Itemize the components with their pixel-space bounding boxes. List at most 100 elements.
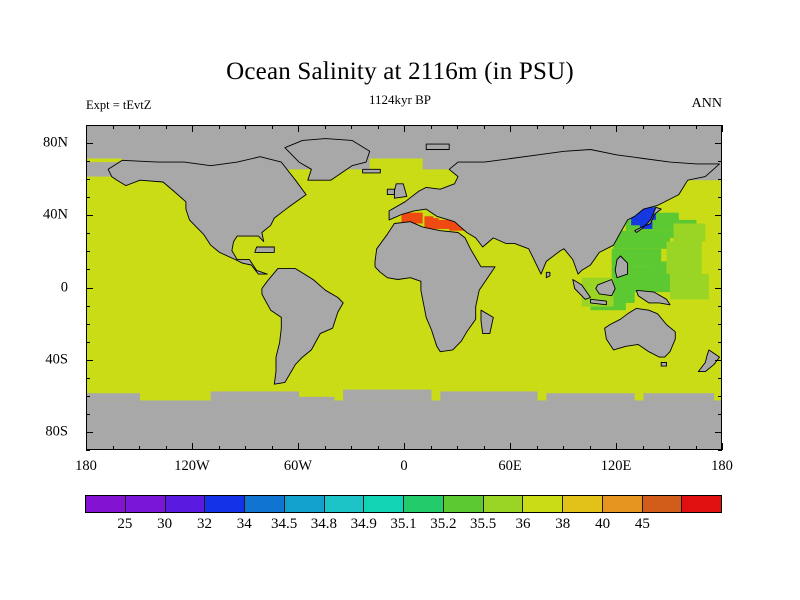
colorbar-tick-label: 35.2 (430, 516, 457, 532)
axis-tick (589, 446, 591, 450)
colorbar-tick-label: 38 (555, 516, 571, 532)
axis-tick (718, 413, 722, 415)
axis-tick (718, 251, 722, 253)
colorbar-segment (563, 496, 603, 512)
colorbar-tick-label: 36 (515, 516, 531, 532)
axis-tick (351, 125, 352, 129)
axis-tick (86, 413, 90, 415)
salinity-cell (670, 274, 709, 300)
axis-tick (271, 125, 273, 129)
salinity-cell (87, 400, 721, 449)
axis-tick (536, 446, 538, 450)
salinity-cell (343, 389, 432, 401)
axis-tick (715, 287, 722, 289)
landmass (374, 221, 496, 353)
colorbar-tick-label: 34.9 (350, 516, 377, 532)
colorbar-tick-label: 25 (117, 516, 133, 532)
axis-tick (86, 431, 93, 433)
x-axis-tick-label: 180 (75, 458, 97, 474)
axis-tick (510, 125, 511, 132)
axis-tick (245, 125, 246, 129)
axis-tick (218, 446, 220, 450)
salinity-cell (673, 223, 706, 242)
axis-tick (430, 446, 432, 450)
axis-tick (86, 197, 90, 199)
axis-tick (483, 446, 485, 450)
axis-tick (324, 125, 326, 129)
axis-tick (112, 446, 114, 450)
salinity-cell (643, 393, 715, 401)
axis-tick (718, 450, 722, 451)
axis-tick (86, 125, 87, 132)
colorbar-segment (443, 496, 484, 512)
axis-tick (718, 395, 722, 397)
axis-tick (695, 446, 697, 450)
colorbar-segment (404, 496, 444, 512)
salinity-field (87, 126, 721, 449)
axis-tick (718, 125, 722, 126)
axis-tick (718, 269, 722, 271)
axis-tick (642, 446, 644, 450)
landmass (386, 188, 395, 196)
axis-tick (563, 125, 564, 129)
colorbar-tick-label: 34.5 (270, 516, 298, 532)
colorbar-segment (642, 496, 683, 512)
page-title: Ocean Salinity at 2116m (in PSU) (226, 58, 574, 85)
salinity-cell (87, 393, 140, 401)
axis-tick (457, 446, 458, 450)
colorbar-segment (602, 496, 643, 512)
axis-tick (695, 125, 697, 129)
x-axis-tick-label: 120E (600, 458, 632, 474)
axis-tick (139, 125, 140, 129)
axis-tick (616, 125, 617, 132)
landmass (261, 268, 344, 385)
axis-tick (722, 125, 723, 132)
axis-tick (86, 450, 90, 451)
y-axis-tick-label: 80N (43, 134, 68, 151)
axis-tick (718, 341, 722, 343)
axis-tick (718, 233, 722, 235)
axis-tick (718, 179, 722, 181)
landmass (697, 349, 720, 373)
axis-tick (324, 446, 326, 450)
landmass (634, 206, 662, 233)
axis-tick (404, 443, 405, 450)
x-axis-tick-label: 120W (174, 458, 210, 474)
axis-tick (718, 197, 722, 199)
axis-tick (298, 443, 299, 450)
axis-tick (430, 125, 432, 129)
axis-tick (86, 287, 93, 289)
page-subtitle: 1124kyr BP (369, 92, 431, 107)
axis-tick (715, 359, 722, 361)
x-axis-tick-label: 180 (711, 458, 733, 474)
colorbar-segment (483, 496, 524, 512)
colorbar-segment (284, 496, 325, 512)
colorbar-tick-label: 34.8 (310, 516, 337, 532)
axis-tick (86, 143, 93, 145)
salinity-cell (410, 214, 420, 222)
landmass (635, 289, 671, 306)
x-axis-tick-label: 0 (400, 458, 408, 474)
colorbar-segment (364, 496, 404, 512)
axis-tick (616, 443, 617, 450)
axis-tick (86, 305, 90, 307)
axis-tick (669, 125, 670, 129)
axis-tick (86, 179, 90, 181)
landmass (545, 271, 551, 279)
axis-tick (715, 431, 722, 433)
axis-tick (86, 323, 90, 325)
landmass (254, 246, 275, 253)
salinity-cell (429, 218, 439, 226)
salinity-cell (449, 221, 469, 231)
salinity-cell (440, 391, 538, 401)
axis-tick (165, 125, 167, 129)
axis-tick (642, 125, 644, 129)
colorbar-segment (523, 496, 563, 512)
axis-tick (218, 125, 220, 129)
salinity-cell (546, 393, 635, 401)
axis-tick (563, 446, 564, 450)
axis-tick (536, 125, 538, 129)
axis-tick (86, 443, 87, 450)
axis-tick (192, 125, 193, 132)
